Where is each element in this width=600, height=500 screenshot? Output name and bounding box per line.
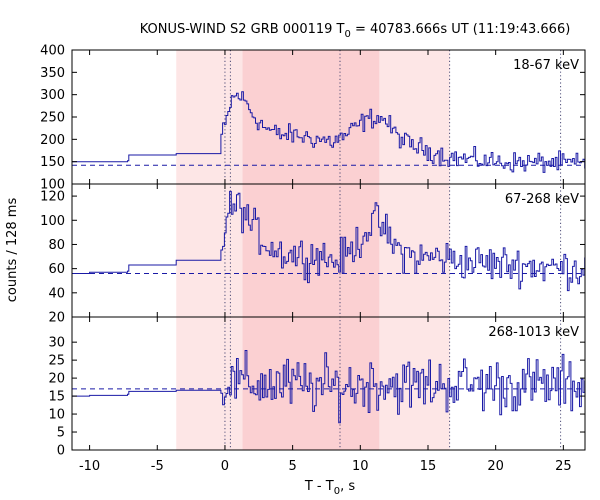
ytick-label-0-1: 150 xyxy=(40,155,65,170)
x-axis-title: T - T0, s xyxy=(304,479,355,497)
panel-frame-2 xyxy=(71,316,586,451)
y-axis-title: counts / 128 ms xyxy=(5,198,20,303)
xtick-label-3: 5 xyxy=(288,459,296,474)
ytick-label-2-3: 15 xyxy=(48,390,65,405)
xtick-label-6: 20 xyxy=(487,459,504,474)
chart-title: KONUS-WIND S2 GRB 000119 T0 = 40783.666s… xyxy=(140,22,571,40)
ytick-label-2-5: 25 xyxy=(48,354,65,369)
ytick-label-2-1: 5 xyxy=(57,426,65,441)
title-prefix: KONUS-WIND S2 GRB 000119 T xyxy=(140,22,345,37)
lightcurve-0 xyxy=(72,91,586,173)
ytick-label-1-2: 60 xyxy=(48,262,65,277)
lightcurve-1 xyxy=(72,190,586,292)
ytick-label-2-4: 20 xyxy=(48,372,65,387)
ytick-label-2-6: 30 xyxy=(48,336,65,351)
xtick-label-0: -10 xyxy=(79,459,100,474)
ytick-label-1-4: 100 xyxy=(40,214,65,229)
panel-label-0: 18-67 keV xyxy=(513,58,579,73)
ytick-label-0-2: 200 xyxy=(40,133,65,148)
ytick-label-0-0: 100 xyxy=(40,178,65,193)
ytick-label-2-0: 0 xyxy=(57,444,65,459)
series-layer xyxy=(72,91,586,424)
xtick-label-1: -5 xyxy=(151,459,164,474)
xtick-label-5: 15 xyxy=(420,459,437,474)
title-suffix: = 40783.666s UT (11:19:43.666) xyxy=(351,22,570,37)
ytick-label-0-4: 300 xyxy=(40,88,65,103)
xlabel-prefix: T - T xyxy=(304,479,334,494)
ytick-label-1-5: 120 xyxy=(40,190,65,205)
panel-label-2: 268-1013 keV xyxy=(488,325,579,340)
lightcurve-2 xyxy=(72,350,586,424)
ytick-label-0-5: 350 xyxy=(40,66,65,81)
panel-label-1: 67-268 keV xyxy=(505,192,579,207)
ytick-label-0-6: 400 xyxy=(40,44,65,59)
ytick-label-1-3: 80 xyxy=(48,238,65,253)
ytick-label-0-3: 250 xyxy=(40,111,65,126)
ytick-label-2-2: 10 xyxy=(48,408,65,423)
title-subscript: 0 xyxy=(344,29,350,40)
ytick-label-1-0: 20 xyxy=(48,311,65,326)
xtick-label-2: 0 xyxy=(221,459,229,474)
ytick-label-1-1: 40 xyxy=(48,286,65,301)
xlabel-suffix: , s xyxy=(340,479,355,494)
xtick-label-7: 25 xyxy=(555,459,572,474)
xlabel-subscript: 0 xyxy=(334,486,340,497)
xtick-label-4: 10 xyxy=(352,459,369,474)
